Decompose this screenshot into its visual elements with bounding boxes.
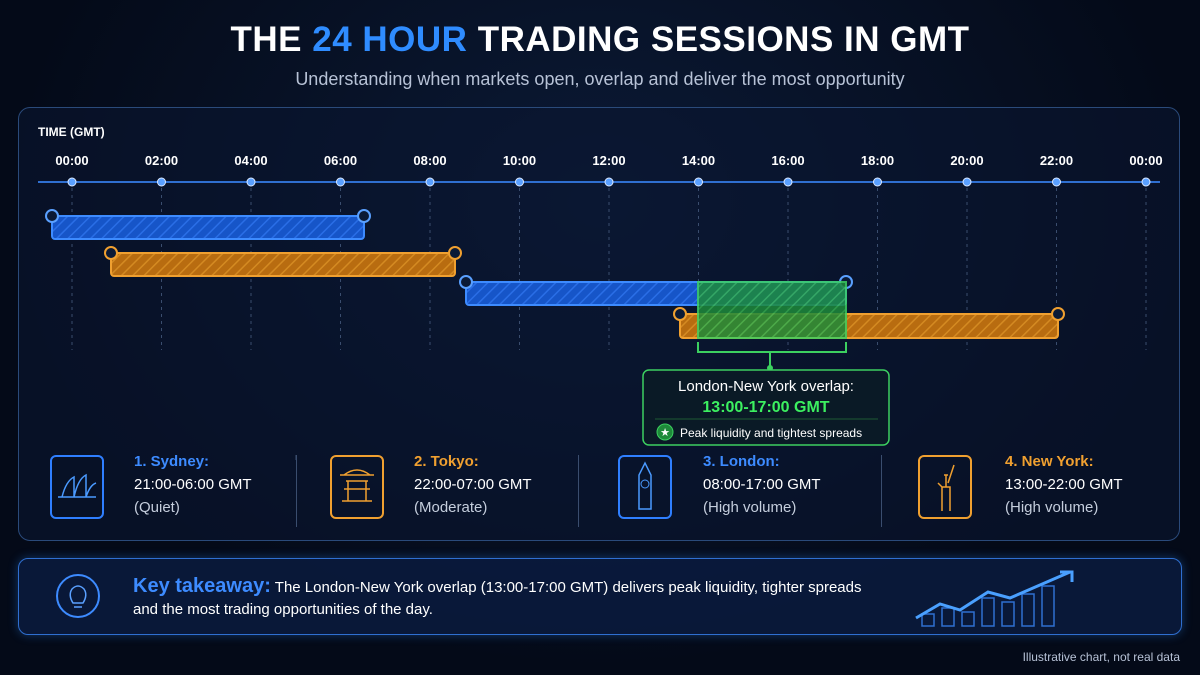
subtitle: Understanding when markets open, overlap… xyxy=(295,69,905,89)
title: THE 24 HOUR TRADING SESSIONS IN GMT xyxy=(0,20,1200,60)
session-hours: 22:00-07:00 GMT xyxy=(414,476,532,493)
sydney-icon xyxy=(50,455,104,519)
london-icon xyxy=(618,455,672,519)
tick-dot xyxy=(604,177,614,187)
takeaway: Key takeaway: The London-New York overla… xyxy=(133,575,873,621)
tick-label: 22:00 xyxy=(1040,153,1073,168)
bar-end xyxy=(448,246,462,260)
session-hours: 21:00-06:00 GMT xyxy=(134,476,252,493)
bulb-icon xyxy=(56,574,100,618)
title-end: TRADING SESSIONS IN GMT xyxy=(477,20,970,59)
bar-end xyxy=(673,307,687,321)
star-icon xyxy=(656,423,674,441)
ticks: 00:00 02:00 04:00 06:00 08:00 10:00 12:00 14:00… xyxy=(55,153,1163,350)
tick-dot xyxy=(1141,177,1151,187)
takeaway-label: Key takeaway: xyxy=(133,575,271,597)
session-hours: 08:00-17:00 GMT xyxy=(703,476,821,493)
icon xyxy=(638,461,652,510)
tick-dot xyxy=(157,177,166,187)
icon xyxy=(937,464,955,511)
tick-dot xyxy=(694,177,703,187)
tick-label: 00:00 xyxy=(55,153,88,168)
bar-end xyxy=(357,209,371,223)
tick-label: 02:00 xyxy=(145,153,178,168)
bar-end xyxy=(1051,307,1065,321)
tick-label: 06:00 xyxy=(324,153,357,168)
takeaway-box xyxy=(18,558,1182,635)
timeline: TIME (GMT) 00:00 02:00 04:00 06:00 08:00 10:0… xyxy=(38,125,1163,460)
overlap-note: Peak liquidity and tightest spreads xyxy=(680,426,862,440)
tick-label: 20:00 xyxy=(950,153,983,168)
session-name: 1. Sydney: xyxy=(134,453,210,470)
overlap-time: 13:00-17:00 GMT xyxy=(702,399,829,416)
session-note: (Quiet) xyxy=(134,499,180,516)
tokyo-bar xyxy=(110,252,456,277)
sydney-bar xyxy=(51,215,365,240)
bar-end xyxy=(45,209,59,223)
tick-label: 04:00 xyxy=(234,153,267,168)
separator xyxy=(296,455,297,527)
tick-dot xyxy=(67,177,77,187)
overlap-title: London-New York overlap: xyxy=(678,378,854,395)
tick-dot xyxy=(246,177,256,187)
icon xyxy=(340,469,374,502)
tick-label: 18:00 xyxy=(861,153,894,168)
tick-label: 08:00 xyxy=(413,153,446,168)
axis-label: TIME (GMT) xyxy=(38,125,105,139)
tick-dot xyxy=(1052,177,1061,187)
separator xyxy=(881,455,882,527)
session-card: 4. New York: 13:00-22:00 GMT (High volume) xyxy=(1005,453,1123,516)
session-note: (High volume) xyxy=(1005,499,1099,516)
session-name: 4. New York: xyxy=(1005,453,1094,470)
overlap-region xyxy=(697,281,847,339)
tick-label: 10:00 xyxy=(503,153,536,168)
tick-dot xyxy=(515,177,524,187)
tick-label: 12:00 xyxy=(592,153,625,168)
bar-end xyxy=(104,246,118,260)
title-highlight: 24 HOUR xyxy=(312,20,468,59)
session-card: 2. Tokyo: 22:00-07:00 GMT (Moderate) xyxy=(414,453,532,516)
tokyo-icon xyxy=(330,455,384,519)
overlap-callout xyxy=(642,369,890,446)
title-start: THE xyxy=(230,20,302,59)
separator xyxy=(578,455,579,527)
session-note: (High volume) xyxy=(703,499,797,516)
session-name: 2. Tokyo: xyxy=(414,453,479,470)
star-glyph: ★ xyxy=(660,427,670,439)
tick-label: 16:00 xyxy=(771,153,804,168)
footnote: Illustrative chart, not real data xyxy=(1022,650,1180,664)
newyork-icon xyxy=(918,455,972,519)
tick-label: 00:00 xyxy=(1129,153,1162,168)
tick-dot xyxy=(425,177,435,187)
session-note: (Moderate) xyxy=(414,499,488,516)
tick-dot xyxy=(962,177,972,187)
takeaway-text: The London-New York overlap (13:00-17:00… xyxy=(133,579,862,618)
bar-end xyxy=(459,275,473,289)
icon xyxy=(58,473,97,498)
session-card: 1. Sydney: 21:00-06:00 GMT (Quiet) xyxy=(134,453,252,516)
tick-dot xyxy=(873,177,882,187)
tick-label: 14:00 xyxy=(682,153,715,168)
tick-dot xyxy=(783,177,793,187)
growth-icon xyxy=(915,570,1074,627)
tick-dot xyxy=(336,177,345,187)
session-name: 3. London: xyxy=(703,453,780,470)
session-card: 3. London: 08:00-17:00 GMT (High volume) xyxy=(703,453,821,516)
session-hours: 13:00-22:00 GMT xyxy=(1005,476,1123,493)
